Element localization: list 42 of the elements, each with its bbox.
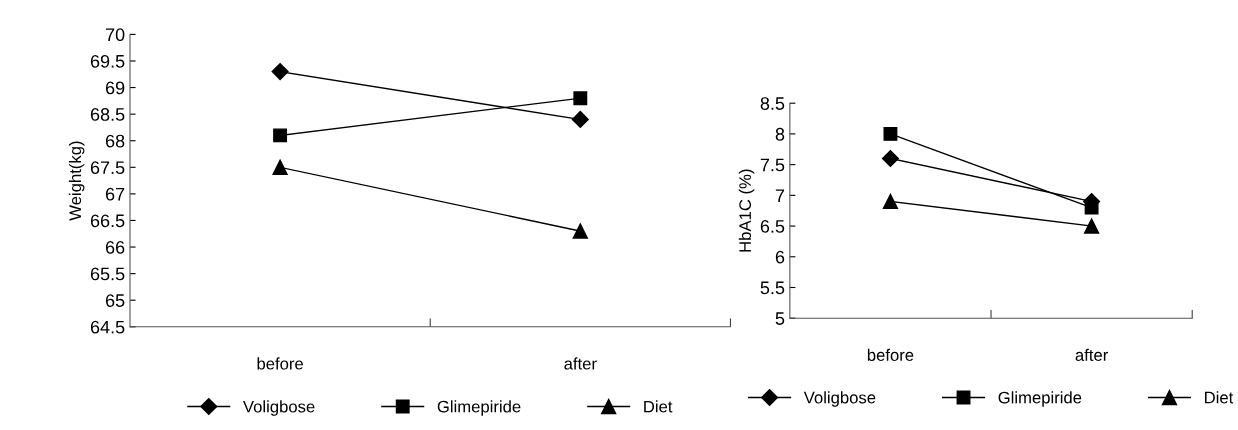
legend-label: Glimepiride xyxy=(437,400,521,416)
y-tick-label: 69.5 xyxy=(90,54,125,68)
y-tick-label: 65 xyxy=(105,294,125,307)
y-tick-label: 67 xyxy=(105,187,125,201)
point xyxy=(571,110,589,129)
legend-label: Diet xyxy=(644,400,673,413)
y-tick-label: 7 xyxy=(775,189,785,202)
y-tick-label: 65.5 xyxy=(90,267,125,281)
legend-label: Voligbose xyxy=(243,400,315,416)
x-tick-label: before xyxy=(257,357,303,370)
y-axis-title: HbA1C (%) xyxy=(738,169,755,252)
y-tick-label: 8 xyxy=(775,127,785,141)
x-tick-label: before xyxy=(867,348,914,361)
y-tick-label: 8.5 xyxy=(760,97,785,110)
y-tick-label: 68 xyxy=(105,134,125,148)
x-tick-label: after xyxy=(1075,348,1109,361)
point xyxy=(1083,218,1100,234)
y-axis-title: Weight(kg) xyxy=(68,141,85,221)
point xyxy=(273,128,288,143)
y-tick-label: 6 xyxy=(775,250,785,264)
x-tick-label: after xyxy=(564,357,597,370)
y-tick-label: 66.5 xyxy=(90,214,125,228)
y-tick-label: 5.5 xyxy=(760,281,785,295)
y-tick-label: 7.5 xyxy=(760,158,785,172)
point xyxy=(572,223,588,239)
y-tick-label: 64.5 xyxy=(90,320,125,334)
point xyxy=(883,126,898,141)
legend-label: Glimepiride xyxy=(998,391,1082,407)
y-tick-label: 6.5 xyxy=(760,219,785,233)
point xyxy=(881,149,899,168)
legend-label: Diet xyxy=(1205,391,1234,404)
point xyxy=(271,63,289,81)
point xyxy=(882,193,899,210)
y-tick-label: 66 xyxy=(105,240,125,254)
y-tick-label: 68.5 xyxy=(90,108,125,121)
y-tick-label: 70 xyxy=(105,28,125,42)
y-tick-label: 69 xyxy=(105,81,125,95)
point xyxy=(573,91,588,106)
y-tick-label: 5 xyxy=(775,312,785,325)
point xyxy=(272,159,288,175)
y-tick-label: 67.5 xyxy=(90,161,125,175)
legend-label: Voligbose xyxy=(803,391,876,407)
